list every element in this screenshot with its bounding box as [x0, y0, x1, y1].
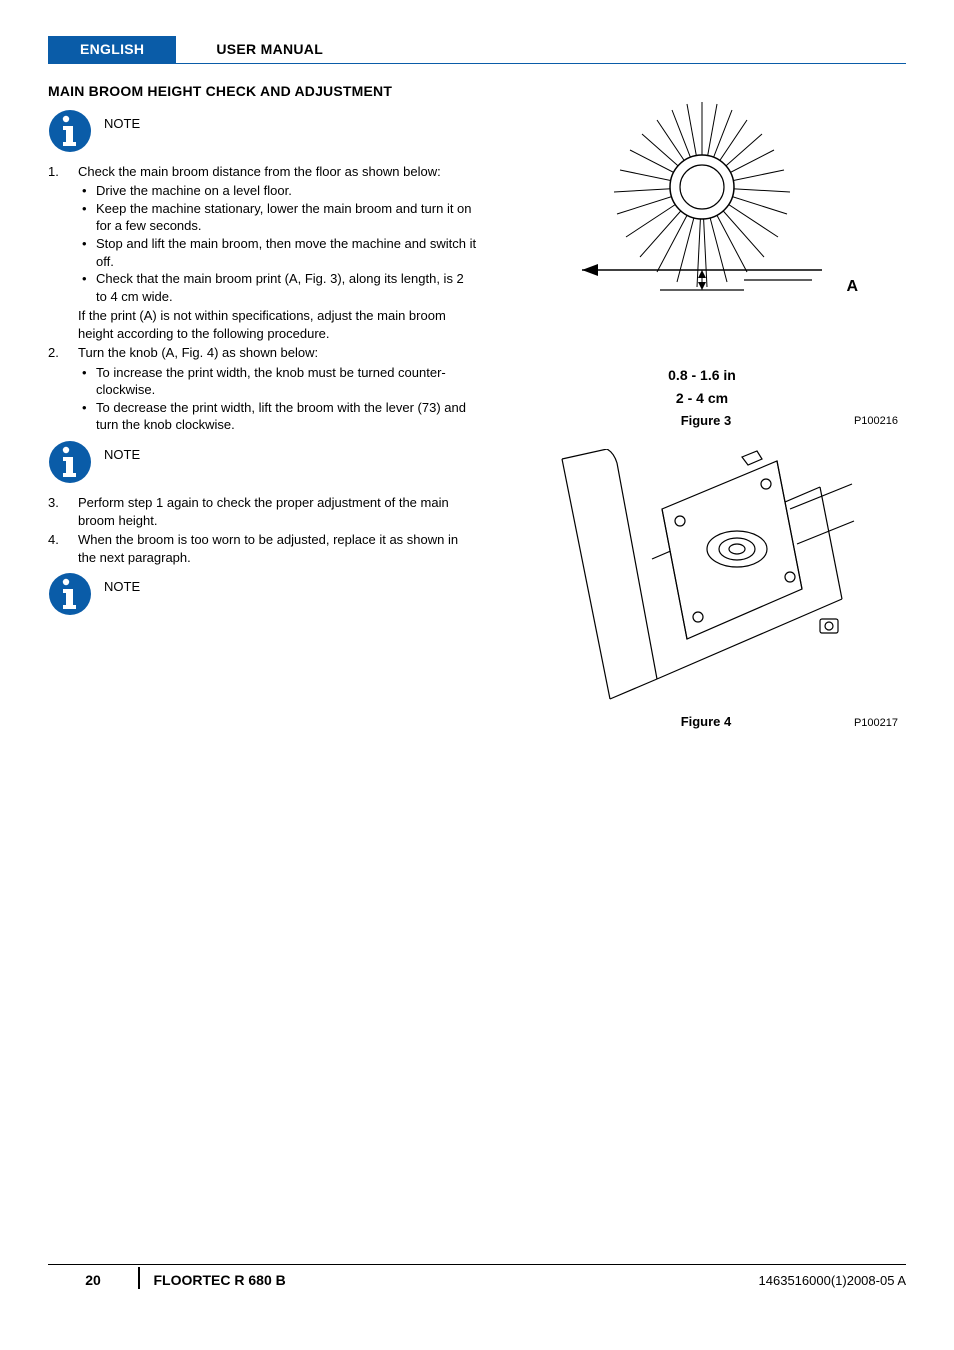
step-1-bullets: Drive the machine on a level floor. Keep… — [78, 182, 478, 305]
note-label: NOTE — [104, 446, 140, 464]
footer-doc-id: 1463516000(1)2008-05 A — [759, 1272, 906, 1290]
header-language: ENGLISH — [48, 36, 176, 63]
figure-3-measure-in: 0.8 - 1.6 in — [498, 366, 906, 385]
step-2-b1: To increase the print width, the knob mu… — [78, 364, 478, 399]
figure-4-caption-row: Figure 4 P100217 — [498, 713, 906, 731]
note-block-1: NOTE — [48, 109, 478, 153]
step-2: Turn the knob (A, Fig. 4) as shown below… — [48, 344, 478, 434]
figure-3-box: A 0.8 - 1.6 in 2 - 4 cm Figure 3 P100216 — [498, 92, 906, 429]
footer-product: FLOORTEC R 680 B — [154, 1271, 759, 1290]
left-column: MAIN BROOM HEIGHT CHECK AND ADJUSTMENT N… — [48, 82, 478, 751]
figure-3-caption: Figure 3 — [558, 412, 854, 430]
step-1-text: Check the main broom distance from the f… — [78, 164, 441, 179]
step-1-b1: Drive the machine on a level floor. — [78, 182, 478, 200]
note-block-2: NOTE — [48, 440, 478, 484]
step-1: Check the main broom distance from the f… — [48, 163, 478, 342]
step-1-b4: Check that the main broom print (A, Fig.… — [78, 270, 478, 305]
figure-3-diagram — [542, 92, 862, 362]
step-1-b3: Stop and lift the main broom, then move … — [78, 235, 478, 270]
footer-separator — [138, 1267, 140, 1289]
note-label: NOTE — [104, 115, 140, 133]
figure-4-caption: Figure 4 — [558, 713, 854, 731]
figure-4-box: Figure 4 P100217 — [498, 449, 906, 731]
step-2-bullets: To increase the print width, the knob mu… — [78, 364, 478, 434]
page-footer: 20 FLOORTEC R 680 B 1463516000(1)2008-05… — [48, 1264, 906, 1290]
figure-3-label-a: A — [846, 276, 858, 298]
section-title: MAIN BROOM HEIGHT CHECK AND ADJUSTMENT — [48, 82, 478, 101]
info-icon — [48, 109, 92, 153]
figure-3-code: P100216 — [854, 414, 898, 429]
figure-3-measure-cm: 2 - 4 cm — [498, 389, 906, 408]
step-3: Perform step 1 again to check the proper… — [48, 494, 478, 529]
content-area: MAIN BROOM HEIGHT CHECK AND ADJUSTMENT N… — [48, 82, 906, 751]
step-4: When the broom is too worn to be adjuste… — [48, 531, 478, 566]
step-list-1: Check the main broom distance from the f… — [48, 163, 478, 434]
step-2-b2: To decrease the print width, lift the br… — [78, 399, 478, 434]
figure-4-diagram — [542, 449, 862, 709]
step-1-after: If the print (A) is not within specifica… — [78, 307, 478, 342]
info-icon — [48, 572, 92, 616]
header-manual-label: USER MANUAL — [216, 40, 323, 59]
manual-page: ENGLISH USER MANUAL MAIN BROOM HEIGHT CH… — [0, 0, 954, 751]
footer-page-number: 20 — [48, 1271, 138, 1290]
figure-3-caption-row: Figure 3 P100216 — [498, 412, 906, 430]
figure-4-code: P100217 — [854, 716, 898, 731]
info-icon — [48, 440, 92, 484]
note-block-3: NOTE — [48, 572, 478, 616]
step-1-b2: Keep the machine stationary, lower the m… — [78, 200, 478, 235]
note-label: NOTE — [104, 578, 140, 596]
step-list-2: Perform step 1 again to check the proper… — [48, 494, 478, 566]
step-2-text: Turn the knob (A, Fig. 4) as shown below… — [78, 345, 318, 360]
right-column: A 0.8 - 1.6 in 2 - 4 cm Figure 3 P100216 — [498, 82, 906, 751]
page-header: ENGLISH USER MANUAL — [48, 36, 906, 64]
